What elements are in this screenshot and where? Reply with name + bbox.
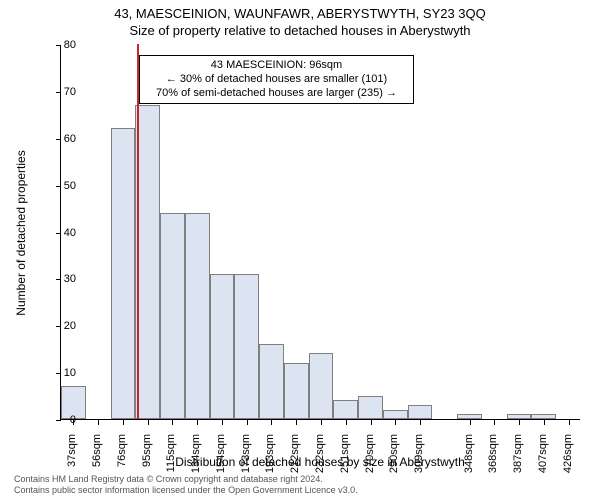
- x-tick-mark: [247, 420, 248, 425]
- x-tick-mark: [569, 420, 570, 425]
- x-tick-label: 348sqm: [463, 434, 475, 473]
- footer-line2: Contains public sector information licen…: [14, 485, 358, 496]
- x-tick-label: 270sqm: [364, 434, 376, 473]
- x-tick-mark: [123, 420, 124, 425]
- x-tick-mark: [395, 420, 396, 425]
- histogram-bar: [284, 363, 309, 419]
- y-tick-label: 20: [46, 320, 76, 332]
- x-tick-label: 193sqm: [264, 434, 276, 473]
- histogram-bar: [507, 414, 532, 419]
- x-tick-label: 407sqm: [537, 434, 549, 473]
- x-tick-mark: [420, 420, 421, 425]
- footer: Contains HM Land Registry data © Crown c…: [14, 474, 358, 496]
- histogram-bar: [358, 396, 383, 419]
- x-tick-mark: [470, 420, 471, 425]
- x-tick-label: 115sqm: [165, 434, 177, 472]
- histogram-bar: [259, 344, 284, 419]
- histogram-bar: [531, 414, 556, 419]
- x-tick-mark: [371, 420, 372, 425]
- histogram-bar: [210, 274, 235, 419]
- y-tick-label: 80: [46, 39, 76, 51]
- x-tick-mark: [271, 420, 272, 425]
- x-tick-label: 37sqm: [66, 434, 78, 467]
- annotation-line: 70% of semi-detached houses are larger (…: [146, 87, 407, 101]
- x-tick-label: 212sqm: [289, 434, 301, 473]
- x-tick-label: 173sqm: [240, 434, 252, 473]
- histogram-bar: [383, 410, 408, 419]
- x-tick-label: 368sqm: [487, 434, 499, 473]
- annotation-line: 43 MAESCEINION: 96sqm: [146, 59, 407, 73]
- x-tick-mark: [197, 420, 198, 425]
- y-tick-label: 10: [46, 367, 76, 379]
- histogram-bar: [160, 213, 185, 419]
- annotation-box: 43 MAESCEINION: 96sqm← 30% of detached h…: [139, 55, 414, 104]
- x-tick-label: 309sqm: [413, 434, 425, 473]
- x-tick-mark: [544, 420, 545, 425]
- y-tick-label: 40: [46, 227, 76, 239]
- x-tick-mark: [519, 420, 520, 425]
- histogram-bar: [309, 353, 334, 419]
- histogram-bar: [408, 405, 433, 419]
- y-axis-label: Number of detached properties: [14, 45, 28, 420]
- footer-line1: Contains HM Land Registry data © Crown c…: [14, 474, 358, 485]
- x-tick-mark: [222, 420, 223, 425]
- x-tick-label: 387sqm: [512, 434, 524, 473]
- x-tick-mark: [346, 420, 347, 425]
- y-axis-label-text: Number of detached properties: [14, 150, 28, 315]
- histogram-bar: [111, 128, 136, 419]
- y-tick-label: 0: [46, 414, 76, 426]
- x-tick-mark: [296, 420, 297, 425]
- y-tick-label: 50: [46, 180, 76, 192]
- plot-outer: 43 MAESCEINION: 96sqm← 30% of detached h…: [60, 45, 580, 420]
- histogram-bar: [185, 213, 210, 419]
- x-tick-label: 134sqm: [190, 434, 202, 473]
- x-tick-mark: [321, 420, 322, 425]
- histogram-bar: [234, 274, 259, 419]
- histogram-bar: [333, 400, 358, 419]
- x-tick-label: 76sqm: [116, 434, 128, 467]
- plot-area: 43 MAESCEINION: 96sqm← 30% of detached h…: [60, 45, 580, 420]
- x-tick-label: 251sqm: [339, 434, 351, 473]
- x-tick-mark: [148, 420, 149, 425]
- y-tick-label: 70: [46, 86, 76, 98]
- histogram-bar: [135, 105, 160, 419]
- x-tick-label: 232sqm: [314, 434, 326, 473]
- annotation-line: ← 30% of detached houses are smaller (10…: [146, 73, 407, 87]
- x-tick-mark: [494, 420, 495, 425]
- x-tick-label: 95sqm: [141, 434, 153, 467]
- title-subtitle: Size of property relative to detached ho…: [0, 23, 600, 38]
- y-tick-label: 30: [46, 273, 76, 285]
- x-tick-label: 154sqm: [215, 434, 227, 473]
- histogram-bar: [457, 414, 482, 419]
- chart-container: 43, MAESCEINION, WAUNFAWR, ABERYSTWYTH, …: [0, 0, 600, 500]
- x-tick-label: 426sqm: [562, 434, 574, 473]
- x-tick-label: 290sqm: [388, 434, 400, 473]
- x-tick-label: 56sqm: [91, 434, 103, 467]
- title-address: 43, MAESCEINION, WAUNFAWR, ABERYSTWYTH, …: [0, 6, 600, 21]
- x-tick-mark: [172, 420, 173, 425]
- y-tick-label: 60: [46, 133, 76, 145]
- x-tick-mark: [98, 420, 99, 425]
